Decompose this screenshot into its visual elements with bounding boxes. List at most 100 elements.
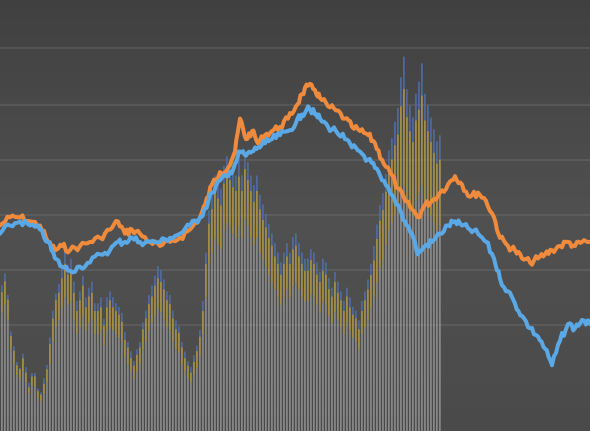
bar-gray-7	[22, 371, 24, 431]
bar-gold-36	[109, 300, 111, 327]
bar-gold-60	[181, 347, 183, 365]
bar-gray-113	[340, 326, 342, 431]
bar-gold-57	[172, 318, 174, 342]
bar-gold-85	[256, 191, 258, 238]
bar-gold-59	[178, 332, 180, 353]
bar-gray-78	[235, 237, 237, 431]
bar-gold-98	[295, 245, 297, 283]
bar-gold-95	[286, 256, 288, 290]
bar-gray-70	[211, 252, 213, 431]
bar-gold-120	[361, 311, 363, 335]
bar-gray-92	[277, 297, 279, 431]
bar-gold-94	[283, 263, 285, 298]
bar-gold-125	[376, 238, 378, 283]
bar-gray-137	[412, 215, 414, 431]
bar-gray-8	[25, 382, 27, 431]
bar-gray-73	[220, 248, 222, 431]
bar-gray-140	[421, 185, 423, 431]
bar-gray-109	[328, 315, 330, 431]
bar-gray-101	[304, 300, 306, 431]
bar-gold-90	[271, 245, 273, 283]
bar-gray-55	[166, 326, 168, 431]
bar-gold-66	[199, 336, 201, 357]
bar-gray-60	[181, 364, 183, 431]
bar-gold-30	[91, 292, 93, 320]
bar-gold-47	[142, 329, 144, 350]
bar-gray-75	[226, 222, 228, 431]
bar-gold-40	[121, 321, 123, 342]
bar-gray-123	[370, 308, 372, 431]
bar-gold-107	[322, 270, 324, 301]
bar-gray-104	[313, 297, 315, 431]
bar-gold-13	[40, 394, 42, 402]
bar-gray-69	[208, 263, 210, 431]
bar-gold-132	[397, 134, 399, 209]
bar-gray-37	[112, 330, 114, 431]
bar-gold-48	[145, 318, 147, 342]
bar-gray-107	[322, 300, 324, 431]
bar-gold-106	[319, 282, 321, 313]
bar-gray-80	[241, 237, 243, 431]
bar-gray-100	[301, 297, 303, 431]
bar-gold-114	[343, 311, 345, 335]
bar-gold-38	[115, 311, 117, 335]
bar-gray-65	[196, 367, 198, 431]
bar-gold-33	[100, 307, 102, 331]
bar-gray-59	[178, 352, 180, 431]
bar-gray-135	[406, 200, 408, 431]
bar-gray-126	[379, 267, 381, 431]
bar-gold-91	[274, 256, 276, 290]
bar-gold-113	[340, 300, 342, 327]
bar-gold-135	[406, 117, 408, 201]
bar-gray-33	[100, 330, 102, 431]
bar-gold-21	[64, 263, 66, 298]
bar-gold-101	[304, 270, 306, 301]
bar-gold-108	[325, 274, 327, 305]
bar-gold-14	[43, 383, 45, 394]
bar-gray-89	[268, 274, 270, 431]
series-line-blue	[0, 104, 590, 368]
bar-gold-126	[379, 220, 381, 268]
bar-gold-111	[334, 282, 336, 313]
bar-gold-32	[97, 311, 99, 335]
series-line-orange	[0, 81, 590, 267]
bar-gold-31	[94, 311, 96, 335]
bar-gold-67	[202, 311, 204, 335]
bar-gray-99	[298, 289, 300, 431]
bar-gray-25	[76, 334, 78, 431]
bar-gray-35	[106, 330, 108, 431]
bar-gray-15	[46, 382, 48, 431]
bar-gold-39	[118, 314, 120, 339]
bar-gray-14	[43, 393, 45, 431]
bar-gold-89	[268, 238, 270, 275]
bar-gray-21	[64, 297, 66, 431]
bar-gray-120	[361, 334, 363, 431]
bar-gold-58	[175, 329, 177, 350]
bar-gold-75	[226, 172, 228, 223]
bar-gray-84	[253, 245, 255, 431]
bar-gray-16	[49, 364, 51, 431]
bar-gold-18	[55, 300, 57, 327]
bar-gray-26	[79, 326, 81, 431]
bar-gray-30	[91, 319, 93, 431]
bar-gray-79	[238, 226, 240, 431]
bar-gold-104	[313, 263, 315, 298]
bar-gray-3	[10, 349, 12, 431]
bar-gray-68	[205, 297, 207, 431]
bar-gold-77	[232, 187, 234, 235]
bar-gray-47	[142, 349, 144, 431]
bar-gold-22	[67, 274, 69, 305]
bar-gray-144	[433, 222, 435, 431]
bar-gold-7	[22, 358, 24, 372]
bar-gray-18	[55, 326, 57, 431]
bar-gray-145	[436, 230, 438, 431]
bar-gold-64	[193, 361, 195, 376]
bar-gold-24	[73, 292, 75, 320]
bar-gray-72	[217, 245, 219, 431]
bar-gold-63	[190, 372, 192, 383]
bar-gray-48	[145, 341, 147, 431]
bar-gold-138	[415, 120, 417, 201]
bar-gold-12	[37, 390, 39, 398]
bar-gold-53	[160, 282, 162, 313]
